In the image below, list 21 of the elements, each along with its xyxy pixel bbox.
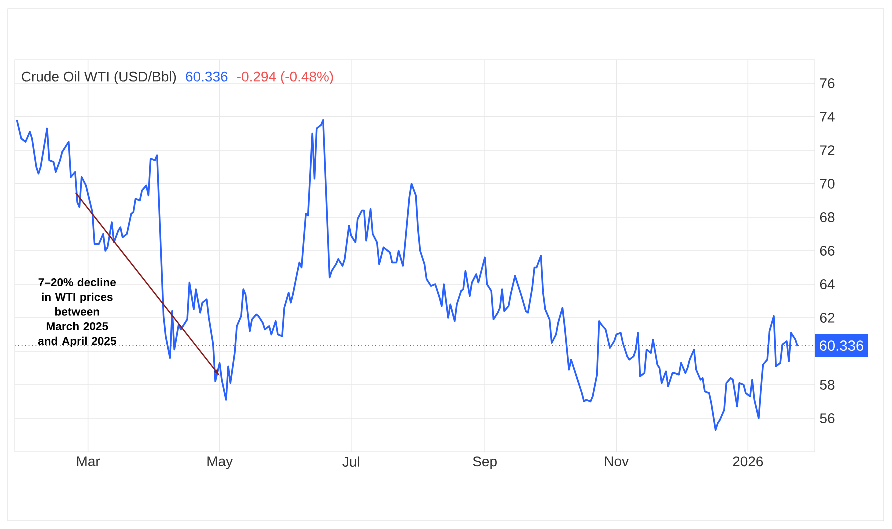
annotation: -0.294 (-0.48%) xyxy=(237,72,334,85)
text: Crude Oil WTI (USD/Bbl) xyxy=(22,72,176,85)
y-tick-label: 74 xyxy=(820,112,835,122)
ref-line-label: 60.336 xyxy=(820,340,864,352)
x-tick-label: Nov xyxy=(605,456,630,466)
y-tick-label: 76 xyxy=(820,78,835,88)
y-tick-label: 56 xyxy=(820,414,835,424)
y-tick-label: 64 xyxy=(820,280,835,290)
x-tick-label: 2026 xyxy=(733,456,764,467)
annotation: 7–20% decline in WTI prices between March 2025 and April 2025 xyxy=(38,278,116,348)
y-tick-label: 72 xyxy=(820,146,835,156)
y-tick-label: 62 xyxy=(820,313,835,323)
x-tick-label: May xyxy=(208,456,234,470)
y-tick-label: 66 xyxy=(820,246,835,256)
x-tick-label: Jul xyxy=(342,456,360,467)
annotation: 60.336 xyxy=(186,72,228,82)
y-tick-label: 68 xyxy=(820,212,835,222)
y-tick-label: 58 xyxy=(820,380,835,390)
y-tick-label: 70 xyxy=(820,179,835,189)
x-tick-label: Mar xyxy=(77,456,100,466)
x-tick-label: Sep xyxy=(473,456,497,470)
